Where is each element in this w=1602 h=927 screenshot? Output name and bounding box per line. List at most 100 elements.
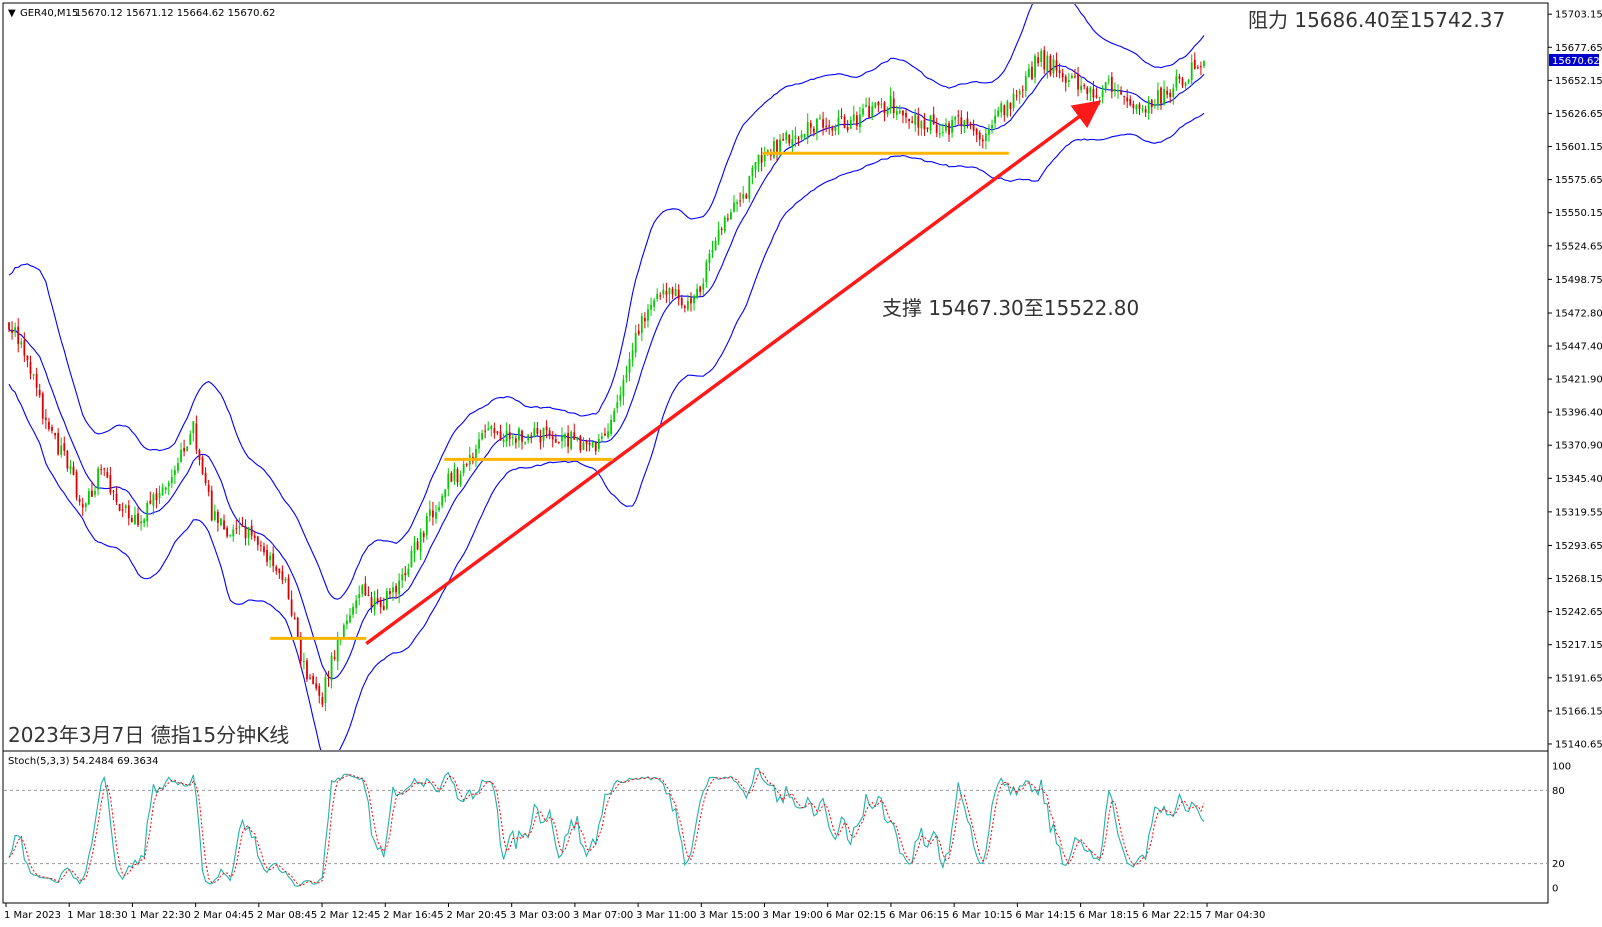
candle-body — [671, 288, 674, 295]
time-tick-label: 6 Mar 10:15 — [952, 910, 1012, 921]
candle-body — [432, 510, 434, 518]
candle-body — [244, 526, 247, 539]
stochastic-axis: 100 80 20 0 — [1552, 762, 1571, 895]
candle-body — [521, 430, 523, 442]
candle-body — [38, 389, 41, 396]
candle-body — [376, 598, 379, 602]
candle-body — [293, 617, 296, 620]
candle-body — [668, 287, 671, 295]
time-tick-label: 7 Mar 04:30 — [1205, 910, 1265, 921]
candle-body — [336, 639, 339, 662]
candlesticks — [8, 46, 1205, 712]
candle-body — [945, 123, 947, 131]
candle-body — [499, 431, 502, 441]
candle-body — [398, 580, 401, 595]
candle-body — [124, 505, 127, 509]
price-tick-label: 15575.65 — [1555, 175, 1602, 186]
candle-body — [130, 517, 133, 523]
time-tick-label: 6 Mar 22:15 — [1142, 910, 1202, 921]
candle-body — [1046, 55, 1049, 72]
candle-body — [751, 167, 754, 176]
candle-body — [232, 529, 235, 537]
candle-body — [564, 434, 566, 439]
candle-body — [653, 300, 656, 307]
candle-body — [760, 155, 763, 163]
time-axis: 1 Mar 2023 1 Mar 18:30 1 Mar 22:30 2 Mar 04… — [4, 903, 1265, 921]
candle-body — [812, 128, 815, 133]
candle-body — [63, 443, 66, 451]
candle-body — [158, 492, 161, 498]
candle-body — [625, 374, 628, 379]
candle-body — [505, 430, 508, 442]
candle-body — [78, 499, 81, 502]
candle-body — [1200, 66, 1202, 68]
candle-body — [502, 439, 505, 442]
candle-body — [677, 289, 680, 299]
candle-body — [908, 118, 910, 122]
candle-body — [1083, 84, 1086, 87]
candle-body — [994, 115, 997, 124]
price-axis: 15703.15 15677.65 15652.15 15626.65 15601.15… — [1548, 10, 1602, 750]
candle-body — [1147, 100, 1150, 114]
candle-body — [941, 131, 944, 133]
candle-body — [576, 436, 579, 441]
price-tick-label: 15703.15 — [1555, 10, 1602, 21]
candle-body — [954, 117, 957, 120]
candle-body — [189, 434, 192, 445]
candle-body — [1089, 87, 1092, 93]
candle-body — [1144, 109, 1147, 113]
price-panel — [2, 2, 1549, 752]
candle-body — [1067, 79, 1070, 82]
candle-body — [48, 421, 50, 430]
candle-body — [487, 428, 490, 431]
candle-body — [981, 139, 984, 142]
candle-body — [819, 117, 821, 119]
chart-dropdown-icon[interactable]: ▼ — [8, 8, 16, 19]
candle-body — [511, 437, 514, 439]
stochastic-label: Stoch(5,3,3) 54.2484 69.3634 — [8, 756, 159, 767]
candle-body — [275, 566, 278, 572]
symbol-label: GER40,M15 — [20, 8, 78, 19]
candle-body — [1181, 78, 1184, 86]
candle-body — [1190, 62, 1193, 81]
candle-body — [367, 595, 370, 597]
candle-body — [1074, 76, 1076, 78]
candle-body — [1006, 101, 1009, 117]
candle-body — [680, 297, 683, 306]
candle-body — [106, 471, 109, 478]
time-tick-label: 2 Mar 04:45 — [194, 910, 254, 921]
stochastic-lines — [8, 767, 1205, 887]
candle-body — [687, 300, 689, 310]
price-tick-label: 15626.65 — [1555, 109, 1602, 120]
candle-body — [1040, 50, 1043, 63]
candle-body — [115, 493, 118, 502]
candle-body — [1058, 70, 1061, 73]
candle-body — [1132, 104, 1135, 108]
time-tick-label: 2 Mar 08:45 — [257, 910, 317, 921]
price-tick-label: 15524.65 — [1555, 241, 1602, 252]
price-tick-label: 15370.90 — [1555, 441, 1602, 452]
candle-body — [1110, 76, 1113, 92]
candle-body — [837, 117, 840, 127]
candle-body — [803, 134, 806, 137]
candle-body — [149, 500, 152, 504]
candle-body — [447, 473, 450, 489]
band-lower — [8, 112, 1205, 750]
candle-body — [524, 442, 526, 444]
candle-body — [785, 132, 788, 140]
candle-body — [290, 599, 293, 616]
candle-body — [14, 327, 17, 333]
candle-body — [825, 126, 828, 128]
candle-body — [299, 636, 302, 662]
time-tick-label: 6 Mar 18:15 — [1079, 910, 1139, 921]
candle-body — [422, 532, 425, 538]
candle-body — [207, 484, 210, 492]
candle-body — [17, 326, 20, 345]
stochastic-tick-label: 0 — [1552, 884, 1558, 895]
price-tick-label: 15293.65 — [1555, 541, 1602, 552]
candle-body — [1071, 75, 1073, 79]
candle-body — [355, 600, 358, 608]
candle-body — [250, 525, 253, 536]
candle-body — [542, 427, 545, 441]
